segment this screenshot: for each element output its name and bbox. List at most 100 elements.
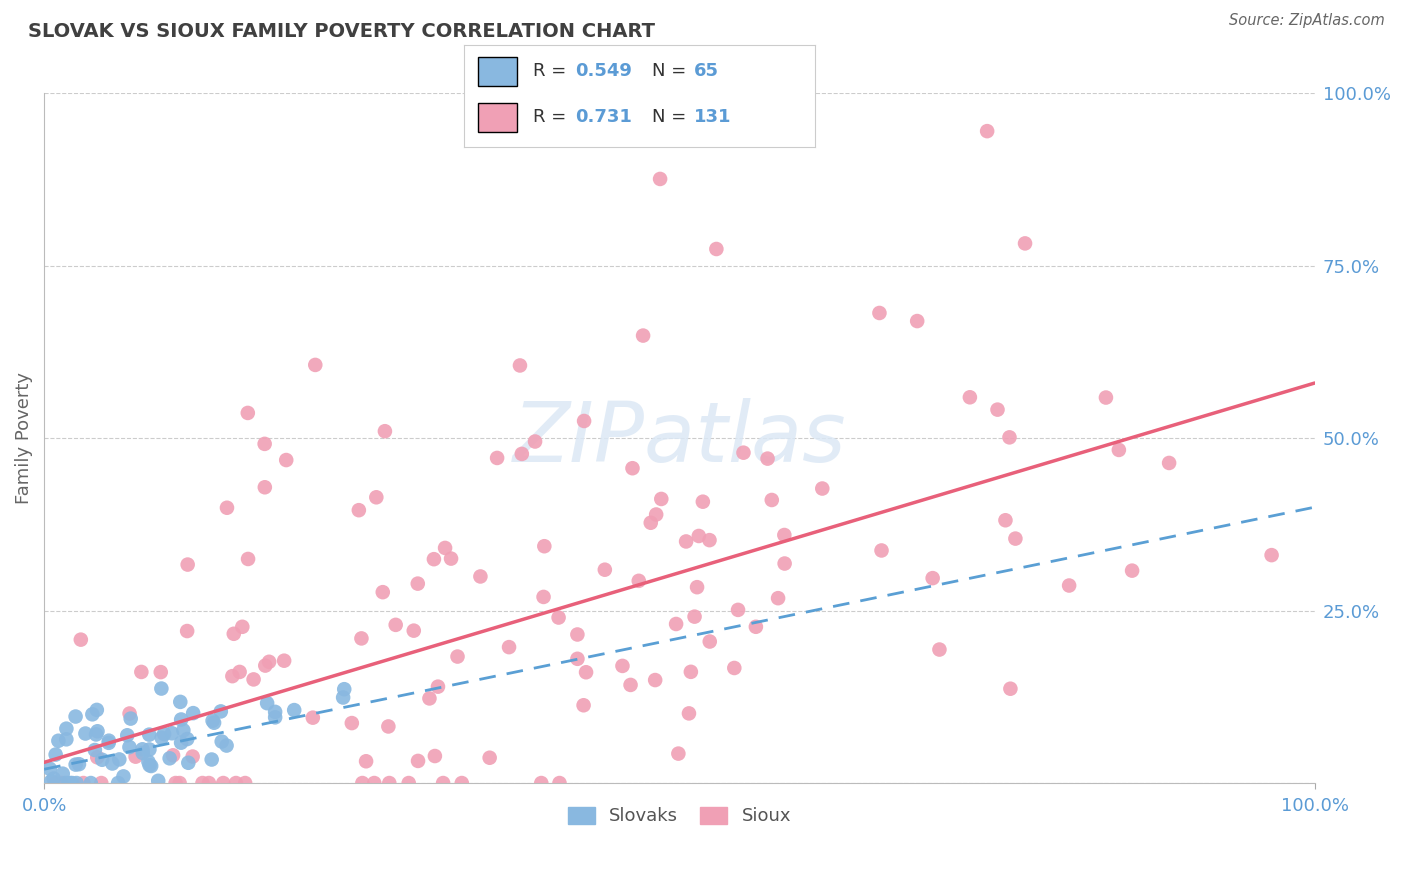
Point <box>160 726 183 740</box>
Point <box>148 773 170 788</box>
Point <box>733 445 755 459</box>
Text: ZIP​atlas: ZIP​atlas <box>513 398 846 479</box>
Point <box>225 776 247 790</box>
Point <box>132 746 155 760</box>
Point <box>254 658 277 673</box>
Point <box>55 732 77 747</box>
Point <box>706 242 728 256</box>
Point <box>959 390 981 404</box>
Point <box>153 727 176 741</box>
Point <box>283 703 305 717</box>
Point <box>384 618 406 632</box>
Point <box>124 749 146 764</box>
Point <box>72 776 94 790</box>
Point <box>141 759 163 773</box>
Point <box>176 624 198 638</box>
Point <box>678 706 700 721</box>
Point <box>209 705 232 719</box>
Point <box>91 753 114 767</box>
Text: 0.731: 0.731 <box>575 108 631 126</box>
Y-axis label: Family Poverty: Family Poverty <box>15 372 32 504</box>
Point <box>446 649 468 664</box>
Point <box>723 661 745 675</box>
Point <box>398 776 420 790</box>
Point <box>870 543 893 558</box>
Point <box>131 742 153 756</box>
Point <box>201 714 224 728</box>
Point <box>202 715 225 730</box>
Point <box>350 632 373 646</box>
Point <box>1159 456 1181 470</box>
Point <box>90 776 112 790</box>
Point <box>1014 236 1036 251</box>
Point <box>547 610 569 624</box>
Point <box>264 705 287 719</box>
Point <box>692 494 714 508</box>
Point <box>683 609 706 624</box>
Point <box>363 776 385 790</box>
Point <box>176 558 198 572</box>
Point <box>138 758 160 772</box>
Point <box>440 551 463 566</box>
Point <box>406 754 429 768</box>
Point <box>107 776 129 790</box>
Point <box>67 757 90 772</box>
Point <box>150 681 173 696</box>
Point <box>55 722 77 736</box>
Text: R =: R = <box>533 108 571 126</box>
Point <box>352 776 374 790</box>
Point <box>176 732 198 747</box>
Point <box>986 402 1008 417</box>
Point <box>648 172 671 186</box>
Point <box>39 774 62 789</box>
Point <box>222 627 245 641</box>
Point <box>162 748 184 763</box>
Point <box>811 482 834 496</box>
Point <box>221 669 243 683</box>
Point <box>44 776 66 790</box>
Point <box>112 769 135 783</box>
Text: 65: 65 <box>695 62 720 79</box>
Point <box>688 529 710 543</box>
Point <box>645 508 668 522</box>
Point <box>478 750 501 764</box>
Point <box>257 655 280 669</box>
Point <box>172 723 194 738</box>
Point <box>170 713 193 727</box>
Point <box>727 603 749 617</box>
Point <box>699 634 721 648</box>
Point <box>253 480 276 494</box>
Point <box>1108 442 1130 457</box>
Point <box>60 776 83 790</box>
Text: 0.549: 0.549 <box>575 62 631 79</box>
Point <box>301 711 323 725</box>
Point <box>108 752 131 766</box>
Point <box>1121 564 1143 578</box>
Point <box>59 776 82 790</box>
Point <box>377 719 399 733</box>
Point <box>333 682 356 697</box>
Point <box>236 406 259 420</box>
Text: Source: ZipAtlas.com: Source: ZipAtlas.com <box>1229 13 1385 29</box>
Point <box>994 513 1017 527</box>
Point <box>665 617 688 632</box>
Point <box>65 776 87 790</box>
Point <box>191 776 214 790</box>
Point <box>366 491 388 505</box>
Point <box>253 437 276 451</box>
Point <box>117 728 139 742</box>
Point <box>761 493 783 508</box>
Text: SLOVAK VS SIOUX FAMILY POVERTY CORRELATION CHART: SLOVAK VS SIOUX FAMILY POVERTY CORRELATI… <box>28 22 655 41</box>
Point <box>198 776 221 790</box>
Point <box>432 776 454 790</box>
Point <box>418 691 440 706</box>
Point <box>170 736 193 750</box>
Point <box>75 726 97 740</box>
Point <box>434 541 457 555</box>
Point <box>347 503 370 517</box>
Point <box>65 757 87 772</box>
FancyBboxPatch shape <box>478 57 517 86</box>
Point <box>273 654 295 668</box>
Point <box>51 776 73 790</box>
Point <box>118 706 141 721</box>
